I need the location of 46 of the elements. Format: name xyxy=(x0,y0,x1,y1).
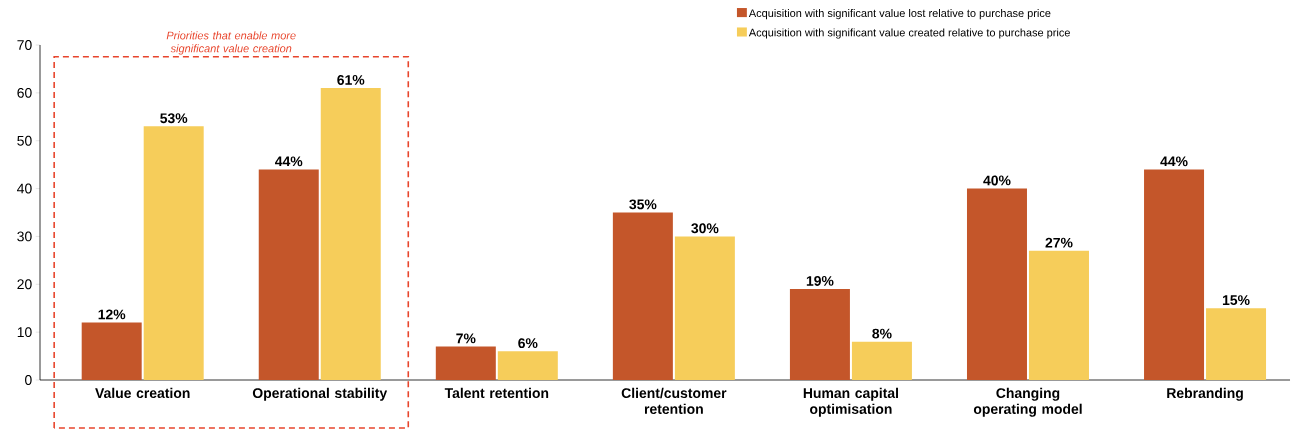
y-tick-label: 20 xyxy=(17,279,32,290)
y-tick-label: 50 xyxy=(17,135,32,146)
bar xyxy=(612,212,673,380)
bar xyxy=(435,346,496,380)
data-label: 53% xyxy=(160,113,188,124)
y-tick-label: 30 xyxy=(17,231,32,242)
bar xyxy=(789,289,850,380)
bar xyxy=(1206,308,1267,380)
y-tick-label: 40 xyxy=(17,183,32,194)
x-tick-label: Talent retention xyxy=(444,387,549,399)
data-label: 8% xyxy=(872,328,892,339)
y-tick-label: 0 xyxy=(25,375,32,385)
data-label: 19% xyxy=(806,275,834,286)
x-tick-label: Operational stability xyxy=(252,387,388,401)
x-tick-label: Client/customer retention xyxy=(621,387,727,414)
data-label: 15% xyxy=(1222,295,1250,306)
data-label: 35% xyxy=(629,199,657,210)
bar xyxy=(497,351,558,380)
y-tick-label: 70 xyxy=(17,40,32,50)
bar xyxy=(1028,250,1089,380)
data-label: 12% xyxy=(98,309,126,320)
data-label: 27% xyxy=(1045,237,1073,248)
x-tick-label: Changing operating model xyxy=(973,387,1082,417)
data-label: 30% xyxy=(691,223,719,234)
bar xyxy=(851,341,912,380)
x-tick-label: Rebranding xyxy=(1167,387,1243,401)
bar xyxy=(143,126,204,380)
x-tick-label: Human capital optimisation xyxy=(803,387,898,417)
legend-label: Acquisition with significant value lost relative to purchase price xyxy=(748,8,1051,20)
data-label: 44% xyxy=(275,156,303,167)
data-label: 6% xyxy=(518,338,538,349)
bar xyxy=(966,188,1027,380)
bar xyxy=(674,236,735,380)
bar xyxy=(320,88,381,380)
annotation: Priorities that enable more significant value creation xyxy=(166,31,296,55)
bar xyxy=(81,322,142,380)
x-tick-label: Value creation xyxy=(95,387,190,399)
y-tick-label: 60 xyxy=(17,87,32,98)
data-label: 40% xyxy=(983,175,1011,186)
bar xyxy=(258,169,319,380)
data-label: 61% xyxy=(337,74,365,85)
legend-label: Acquisition with significant value created relative to purchase price xyxy=(748,28,1070,39)
data-label: 44% xyxy=(1160,156,1188,167)
data-label: 7% xyxy=(456,333,476,344)
bar xyxy=(1144,169,1205,380)
y-tick-label: 10 xyxy=(17,327,32,338)
